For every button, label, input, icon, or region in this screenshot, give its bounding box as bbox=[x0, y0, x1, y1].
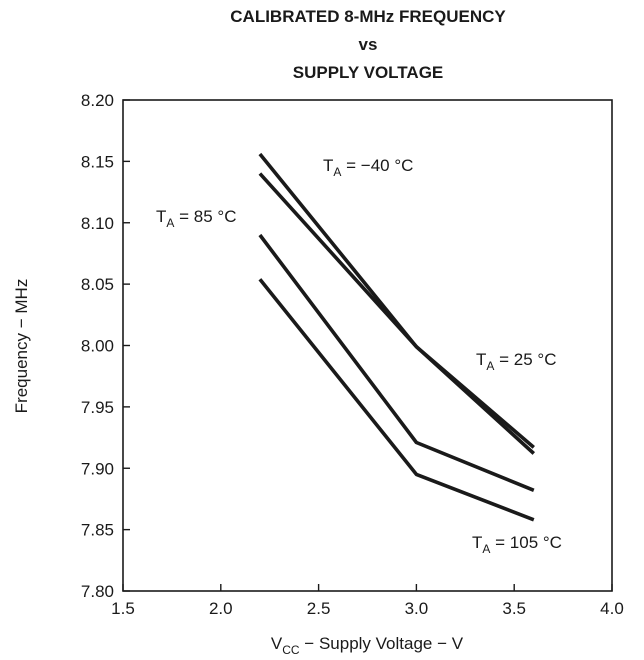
x-tick-label: 3.0 bbox=[405, 599, 429, 618]
y-tick-label: 8.00 bbox=[81, 337, 114, 356]
series-line-4 bbox=[258, 278, 535, 522]
y-tick-label: 8.05 bbox=[81, 275, 114, 294]
annotation-bg bbox=[316, 149, 450, 177]
x-tick-label: 3.5 bbox=[502, 599, 526, 618]
annotation-ta-85: TA = 85 °C bbox=[156, 207, 237, 230]
series-line-3 bbox=[258, 233, 535, 492]
y-axis-title: Frequency − MHz bbox=[12, 279, 31, 414]
y-tick-label: 8.15 bbox=[81, 152, 114, 171]
x-tick-label: 2.5 bbox=[307, 599, 331, 618]
x-tick-label: 4.0 bbox=[600, 599, 624, 618]
y-tick-label: 8.10 bbox=[81, 214, 114, 233]
series-lines bbox=[258, 152, 536, 522]
x-tick-label: 2.0 bbox=[209, 599, 233, 618]
y-tick-label: 7.90 bbox=[81, 459, 114, 478]
chart-title-line-1: CALIBRATED 8-MHz FREQUENCY bbox=[230, 7, 506, 26]
x-axis-title: VCC − Supply Voltage − V bbox=[271, 634, 464, 657]
axes: 1.5 2.0 2.5 3.0 3.5 4.0 7.80 7.85 7.90 7.95 8.00 8.… bbox=[81, 91, 624, 618]
y-tick-label: 7.95 bbox=[81, 398, 114, 417]
annotation-ta-minus-40: TA = −40 °C bbox=[323, 156, 413, 179]
chart-title-line-3: SUPPLY VOLTAGE bbox=[292, 63, 444, 82]
x-tick-label: 1.5 bbox=[111, 599, 135, 618]
chart-title-line-2: vs bbox=[358, 35, 378, 54]
annotation-ta-25: TA = 25 °C bbox=[476, 350, 557, 373]
annotation-ta-105: TA = 105 °C bbox=[472, 533, 562, 556]
y-tick-label: 7.80 bbox=[81, 582, 114, 601]
y-tick-label: 7.85 bbox=[81, 521, 114, 540]
y-tick-label: 8.20 bbox=[81, 91, 114, 110]
series-line-1 bbox=[258, 152, 536, 455]
series-line-2 bbox=[258, 172, 535, 449]
